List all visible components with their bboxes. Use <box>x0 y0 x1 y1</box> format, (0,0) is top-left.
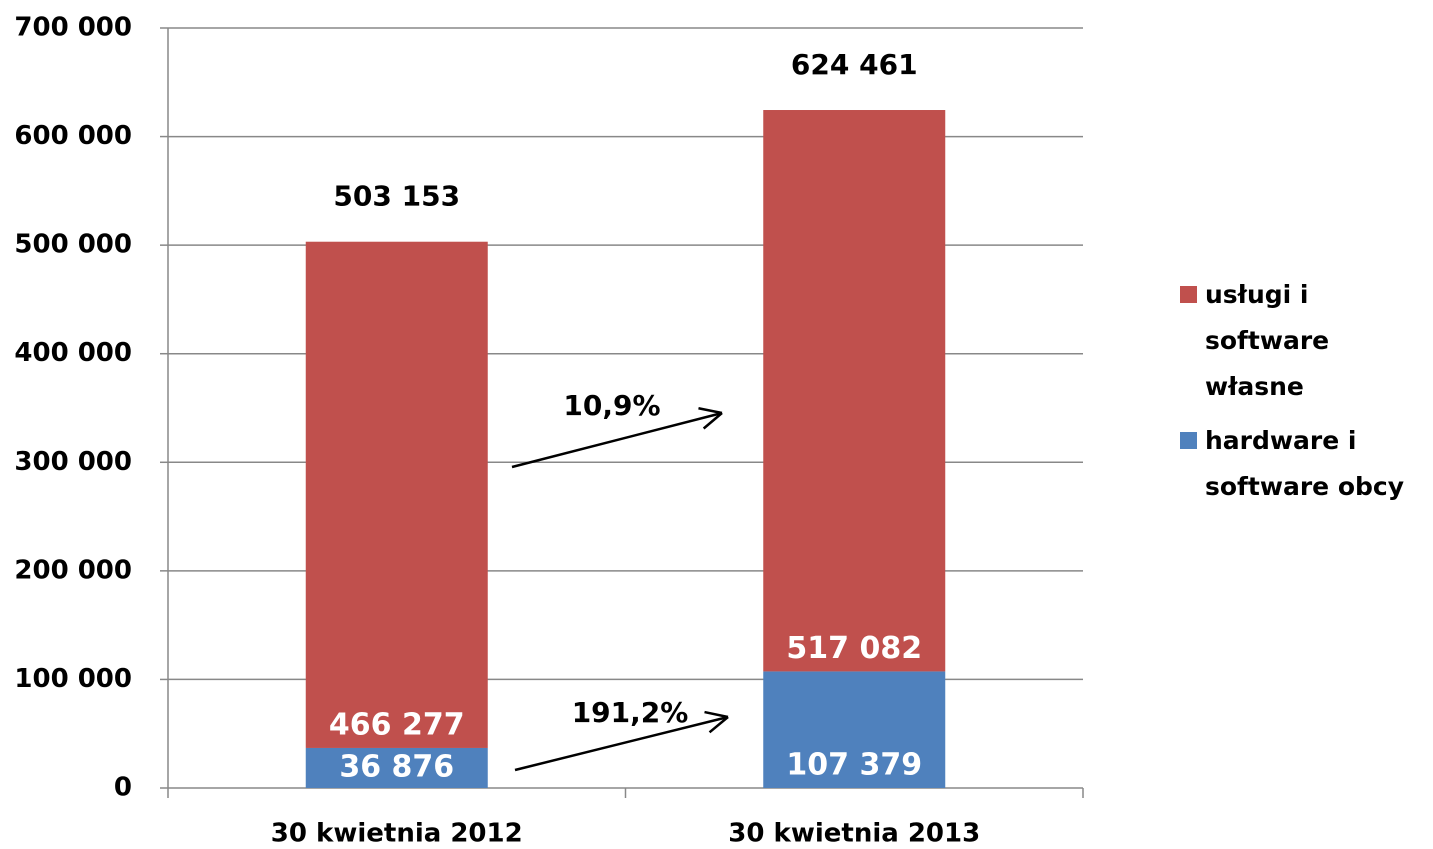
legend-swatch <box>1180 432 1197 449</box>
value-label: 466 277 <box>329 707 465 742</box>
legend-label: usługi i software własne <box>1205 280 1330 401</box>
y-tick-label: 0 <box>114 773 132 803</box>
legend-item: hardware i software obcy <box>1180 418 1430 510</box>
bar-segment <box>305 241 488 748</box>
arrow <box>514 715 729 772</box>
value-label: 517 082 <box>786 631 922 666</box>
y-tick-label: 100 000 <box>14 664 132 694</box>
arrow-head <box>704 710 729 719</box>
bar-segment <box>763 110 946 672</box>
bar-segment <box>763 671 946 788</box>
y-tick-label: 700 000 <box>14 13 132 43</box>
arrow <box>511 411 723 469</box>
legend-label: hardware i software obcy <box>1205 426 1405 501</box>
legend-item: usługi i software własne <box>1180 272 1430 410</box>
legend: usługi i software własne hardware i softw… <box>1180 272 1430 518</box>
bar-segment <box>305 747 488 788</box>
x-tick-label: 30 kwietnia 2012 <box>271 819 523 849</box>
arrow-head <box>708 716 729 734</box>
legend-swatch <box>1180 286 1197 303</box>
total-label: 624 461 <box>791 48 918 81</box>
annotation: 191,2% <box>572 696 689 729</box>
total-label: 503 153 <box>333 180 460 213</box>
y-tick-label: 200 000 <box>14 555 132 585</box>
y-tick-label: 600 000 <box>14 121 132 151</box>
arrow-head <box>698 407 723 415</box>
x-tick-label: 30 kwietnia 2013 <box>728 819 980 849</box>
value-label: 107 379 <box>786 748 922 783</box>
value-label: 36 876 <box>339 749 454 784</box>
annotation: 10,9% <box>563 389 660 422</box>
y-tick-label: 300 000 <box>14 447 132 477</box>
arrow-head <box>702 412 723 430</box>
y-tick-label: 500 000 <box>14 230 132 260</box>
y-tick-label: 400 000 <box>14 338 132 368</box>
